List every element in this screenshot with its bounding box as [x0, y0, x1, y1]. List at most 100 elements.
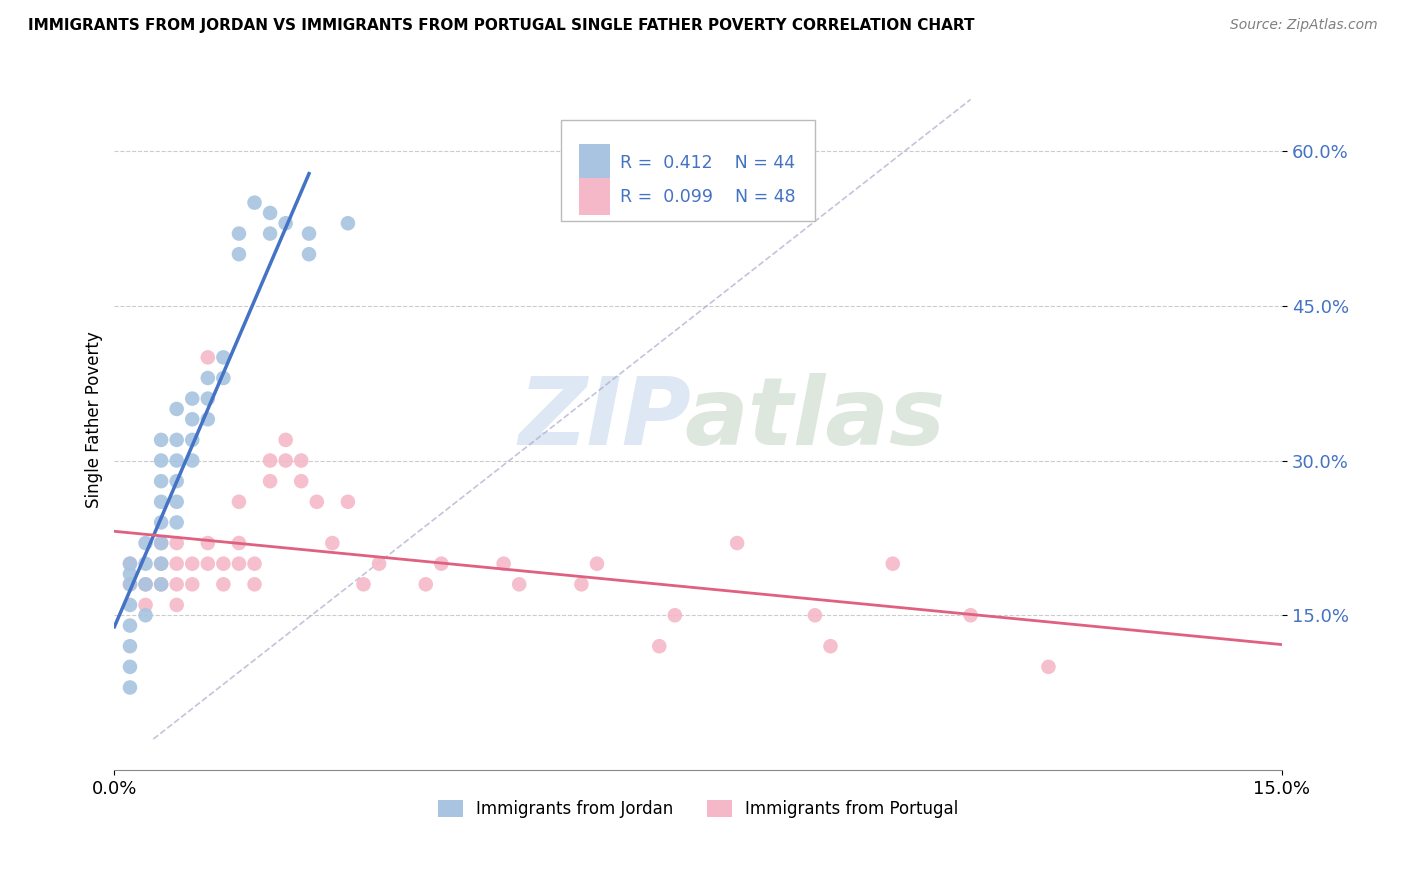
Point [166, 516, 188, 530]
Point [150, 536, 173, 550]
Point [181, 392, 204, 406]
Point [181, 433, 204, 447]
Point [228, 557, 250, 571]
Point [336, 495, 359, 509]
Text: R =  0.099    N = 48: R = 0.099 N = 48 [620, 187, 796, 205]
Point [259, 453, 281, 467]
Point [430, 557, 453, 571]
Point [166, 433, 188, 447]
Point [274, 433, 297, 447]
Point [243, 577, 266, 591]
Point [118, 577, 141, 591]
Text: Source: ZipAtlas.com: Source: ZipAtlas.com [1230, 18, 1378, 32]
Point [118, 660, 141, 674]
Point [259, 227, 281, 241]
Text: atlas: atlas [685, 373, 946, 466]
Point [118, 557, 141, 571]
Point [508, 577, 530, 591]
Point [804, 608, 827, 623]
Point [166, 557, 188, 571]
Point [243, 557, 266, 571]
Point [135, 577, 157, 591]
Point [664, 608, 686, 623]
Point [571, 577, 593, 591]
Point [150, 433, 173, 447]
Point [150, 557, 173, 571]
Y-axis label: Single Father Poverty: Single Father Poverty [86, 331, 103, 508]
Point [118, 557, 141, 571]
Point [228, 227, 250, 241]
Point [415, 577, 437, 591]
Point [212, 557, 235, 571]
Point [166, 453, 188, 467]
Point [725, 536, 748, 550]
Point [118, 598, 141, 612]
Point [166, 577, 188, 591]
Point [181, 412, 204, 426]
Point [166, 598, 188, 612]
Point [166, 536, 188, 550]
Point [228, 495, 250, 509]
Point [586, 557, 609, 571]
Point [181, 453, 204, 467]
Point [197, 351, 219, 365]
Point [298, 227, 321, 241]
Point [150, 536, 173, 550]
Point [368, 557, 391, 571]
Point [212, 577, 235, 591]
Text: IMMIGRANTS FROM JORDAN VS IMMIGRANTS FROM PORTUGAL SINGLE FATHER POVERTY CORRELA: IMMIGRANTS FROM JORDAN VS IMMIGRANTS FRO… [28, 18, 974, 33]
Point [118, 577, 141, 591]
Point [135, 598, 157, 612]
Point [274, 216, 297, 230]
Point [135, 536, 157, 550]
Point [118, 639, 141, 653]
Point [181, 577, 204, 591]
Point [118, 618, 141, 632]
Point [197, 412, 219, 426]
Point [118, 681, 141, 695]
Point [648, 639, 671, 653]
Text: ZIP: ZIP [519, 373, 692, 466]
Point [197, 371, 219, 385]
Point [274, 453, 297, 467]
Point [290, 453, 312, 467]
Point [166, 495, 188, 509]
Point [197, 557, 219, 571]
Point [336, 216, 359, 230]
Point [197, 536, 219, 550]
Point [820, 639, 842, 653]
Point [305, 495, 328, 509]
Point [166, 401, 188, 416]
Point [298, 247, 321, 261]
Point [290, 474, 312, 488]
Point [150, 577, 173, 591]
Point [197, 392, 219, 406]
Legend: Immigrants from Jordan, Immigrants from Portugal: Immigrants from Jordan, Immigrants from … [432, 793, 965, 825]
Point [181, 557, 204, 571]
Point [135, 608, 157, 623]
Point [150, 474, 173, 488]
Point [118, 566, 141, 581]
Point [959, 608, 981, 623]
Point [150, 495, 173, 509]
Point [150, 453, 173, 467]
Point [228, 536, 250, 550]
Point [150, 516, 173, 530]
Text: R =  0.412    N = 44: R = 0.412 N = 44 [620, 154, 796, 172]
Point [135, 577, 157, 591]
Point [212, 371, 235, 385]
Point [492, 557, 515, 571]
Point [321, 536, 343, 550]
Point [212, 351, 235, 365]
Point [882, 557, 904, 571]
Point [166, 474, 188, 488]
Point [259, 474, 281, 488]
Point [228, 247, 250, 261]
Point [353, 577, 375, 591]
Point [150, 577, 173, 591]
Point [259, 206, 281, 220]
Point [243, 195, 266, 210]
Point [1038, 660, 1060, 674]
Point [135, 557, 157, 571]
Point [150, 557, 173, 571]
